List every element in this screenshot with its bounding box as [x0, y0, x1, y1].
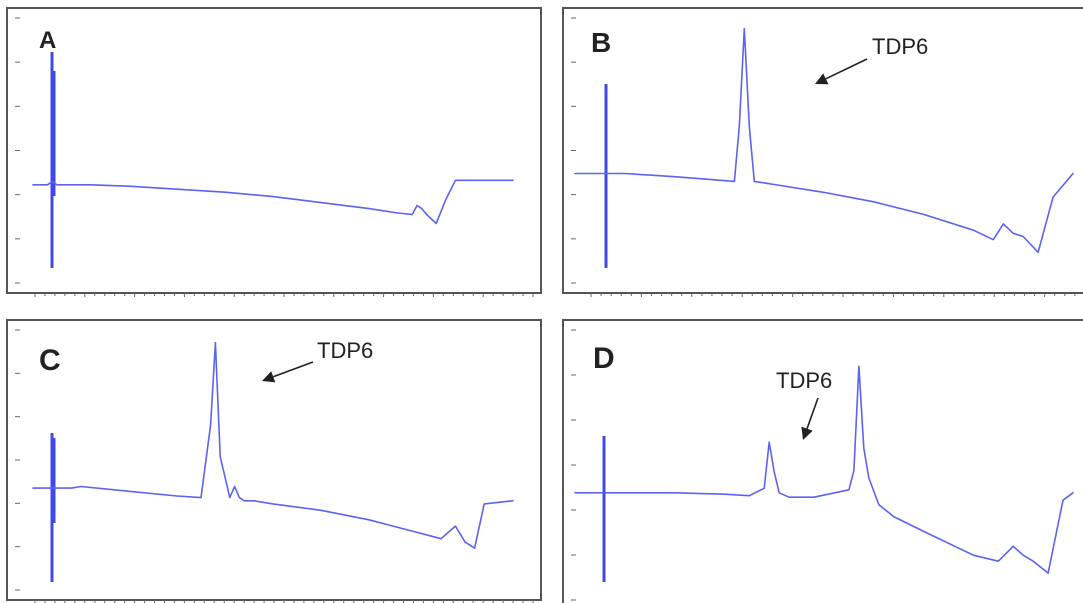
chromatogram-panel-c: C TDP6	[5, 318, 545, 603]
plot-frame	[6, 319, 542, 601]
chromatogram-trace	[574, 365, 1074, 574]
chart-svg: C TDP6	[6, 319, 542, 603]
panel-letter: C	[39, 344, 61, 377]
annotation-arrow	[806, 397, 819, 429]
peak-annotation-label: TDP6	[872, 34, 928, 59]
plot-frame	[562, 319, 1083, 603]
panel-letter: B	[591, 27, 611, 58]
annotation-arrow	[825, 58, 868, 80]
plot-frame	[562, 7, 1083, 294]
chart-svg: B TDP6	[562, 7, 1083, 297]
panel-letter: D	[593, 342, 615, 375]
peak-annotation-label: TDP6	[317, 338, 373, 363]
chromatogram-panel-d: D TDP6	[561, 318, 1083, 603]
chromatogram-trace	[32, 179, 514, 225]
chromatogram-trace	[32, 341, 514, 549]
peak-annotation-label: TDP6	[776, 368, 832, 393]
chart-svg: A	[6, 7, 542, 297]
annotation-arrowhead	[801, 426, 813, 440]
annotation-arrowhead	[262, 371, 276, 383]
chart-svg: D TDP6	[562, 319, 1083, 603]
panel-letter: A	[39, 27, 56, 54]
chromatogram-trace	[574, 27, 1074, 254]
chromatogram-panel-a: A	[5, 6, 545, 297]
annotation-arrowhead	[815, 73, 829, 85]
chromatogram-panel-b: B TDP6	[561, 6, 1083, 297]
annotation-arrow	[272, 361, 314, 378]
plot-frame	[6, 7, 542, 294]
